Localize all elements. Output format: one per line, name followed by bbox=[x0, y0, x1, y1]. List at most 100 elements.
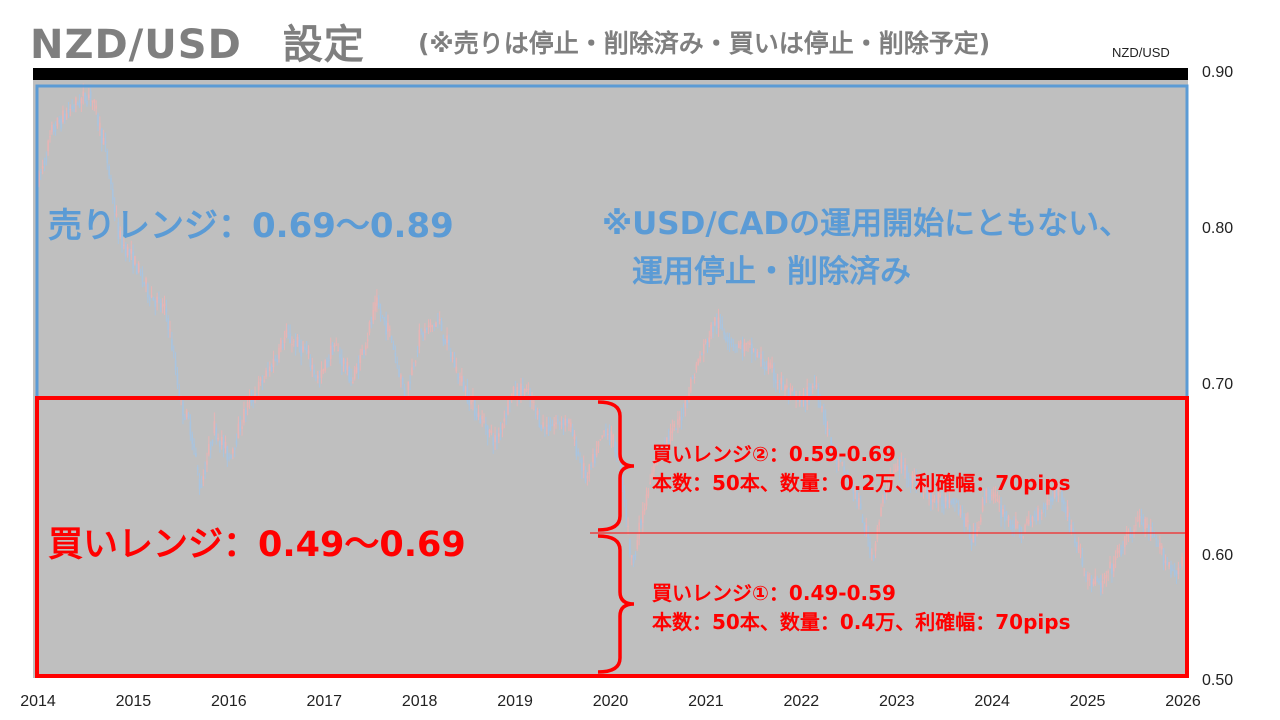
candle-body bbox=[926, 489, 929, 499]
candle-body bbox=[63, 113, 66, 120]
candle-body bbox=[246, 402, 249, 408]
candle-body bbox=[992, 492, 995, 499]
buy-range2-detail: 本数：50本、数量：0.2万、利確幅：70pips bbox=[652, 471, 1071, 495]
candle-body bbox=[512, 386, 515, 397]
candle-body bbox=[1124, 536, 1126, 548]
candle-body bbox=[281, 343, 284, 349]
candle-body bbox=[1160, 545, 1163, 550]
candle-body bbox=[658, 447, 661, 453]
candle-body bbox=[108, 165, 110, 176]
candle-body bbox=[457, 373, 459, 380]
candle-body bbox=[784, 385, 786, 391]
candle-body bbox=[1085, 573, 1087, 577]
candle-body bbox=[518, 390, 520, 401]
candle-body bbox=[834, 452, 836, 454]
candle-body bbox=[950, 500, 953, 504]
candle-body bbox=[549, 425, 552, 430]
candle-body bbox=[847, 474, 849, 481]
candle-body bbox=[520, 383, 522, 397]
candle-body bbox=[654, 463, 657, 465]
candle-body bbox=[1063, 500, 1065, 505]
candle-body bbox=[701, 354, 703, 356]
candle-body bbox=[490, 430, 493, 433]
candle-body bbox=[514, 389, 517, 399]
candle-body bbox=[211, 440, 214, 444]
candle-body bbox=[664, 442, 666, 449]
candle-body bbox=[555, 422, 557, 425]
candle-body bbox=[708, 337, 711, 343]
candle-body bbox=[632, 555, 635, 564]
candle-body bbox=[429, 322, 432, 328]
candle-body bbox=[337, 350, 339, 352]
candle-body bbox=[1142, 522, 1145, 527]
candle-body bbox=[113, 206, 116, 213]
candle-body bbox=[787, 389, 790, 397]
candle-body bbox=[627, 526, 629, 528]
candle-body bbox=[1024, 524, 1026, 533]
candle-body bbox=[616, 450, 618, 459]
candle-body bbox=[392, 344, 395, 350]
candle-body bbox=[797, 400, 799, 402]
candle-body bbox=[91, 100, 94, 102]
candle-body bbox=[623, 491, 626, 502]
candle-body bbox=[791, 389, 794, 391]
candle-body bbox=[719, 320, 722, 324]
buy-range2-brace bbox=[597, 400, 635, 532]
candle-body bbox=[954, 503, 956, 505]
candle-body bbox=[712, 326, 714, 333]
candle-body bbox=[324, 360, 326, 371]
candle-body bbox=[891, 473, 893, 477]
candle-body bbox=[350, 377, 352, 381]
candle-body bbox=[1083, 568, 1085, 570]
candle-body bbox=[464, 386, 467, 392]
candle-body bbox=[826, 428, 829, 430]
candle-body bbox=[872, 555, 875, 559]
candle-body bbox=[928, 487, 930, 499]
candle-body bbox=[588, 464, 591, 474]
candle-body bbox=[1181, 557, 1183, 567]
candle-body bbox=[215, 427, 218, 440]
candle-body bbox=[433, 324, 435, 327]
candle-body bbox=[257, 381, 260, 391]
x-axis: 2014 2015 2016 2017 2018 2019 2020 2021 2022 2023… bbox=[20, 693, 1201, 710]
candle-body bbox=[935, 500, 938, 505]
candle-body bbox=[145, 278, 147, 284]
x-tick-label: 2014 bbox=[20, 693, 56, 710]
candle-body bbox=[776, 382, 779, 384]
candle-body bbox=[1116, 547, 1119, 554]
candle-body bbox=[73, 107, 75, 109]
candle-body bbox=[955, 500, 958, 503]
candle-body bbox=[900, 459, 903, 469]
candle-body bbox=[477, 412, 480, 417]
candle-body bbox=[996, 498, 999, 501]
candle-body bbox=[184, 417, 186, 420]
candle-body bbox=[972, 531, 975, 543]
candle-body bbox=[387, 322, 389, 332]
candle-body bbox=[300, 346, 302, 357]
candle-body bbox=[1007, 516, 1010, 521]
candle-body bbox=[606, 433, 609, 435]
candle-body bbox=[87, 94, 90, 98]
candle-body bbox=[1031, 517, 1034, 522]
candle-body bbox=[832, 449, 834, 453]
x-tick-label: 2015 bbox=[116, 693, 152, 710]
candle-body bbox=[479, 417, 482, 424]
candle-body bbox=[660, 447, 663, 451]
candle-body bbox=[931, 499, 934, 503]
candle-body bbox=[422, 332, 424, 338]
candle-body bbox=[968, 525, 971, 539]
candle-body bbox=[1164, 560, 1167, 563]
candle-body bbox=[232, 449, 234, 454]
candle-body bbox=[492, 436, 495, 446]
x-tick-label: 2025 bbox=[1070, 693, 1106, 710]
candle-body bbox=[963, 517, 965, 527]
buy-range1-title: 買いレンジ①：0.49-0.59 bbox=[652, 581, 896, 605]
candle-body bbox=[241, 426, 243, 429]
candle-body bbox=[132, 251, 134, 269]
buy-range-label: 買いレンジ：0.49～0.69 bbox=[48, 525, 466, 565]
candle-body bbox=[621, 473, 624, 485]
candle-body bbox=[488, 429, 491, 433]
candle-body bbox=[533, 401, 535, 403]
candle-body bbox=[714, 317, 716, 326]
